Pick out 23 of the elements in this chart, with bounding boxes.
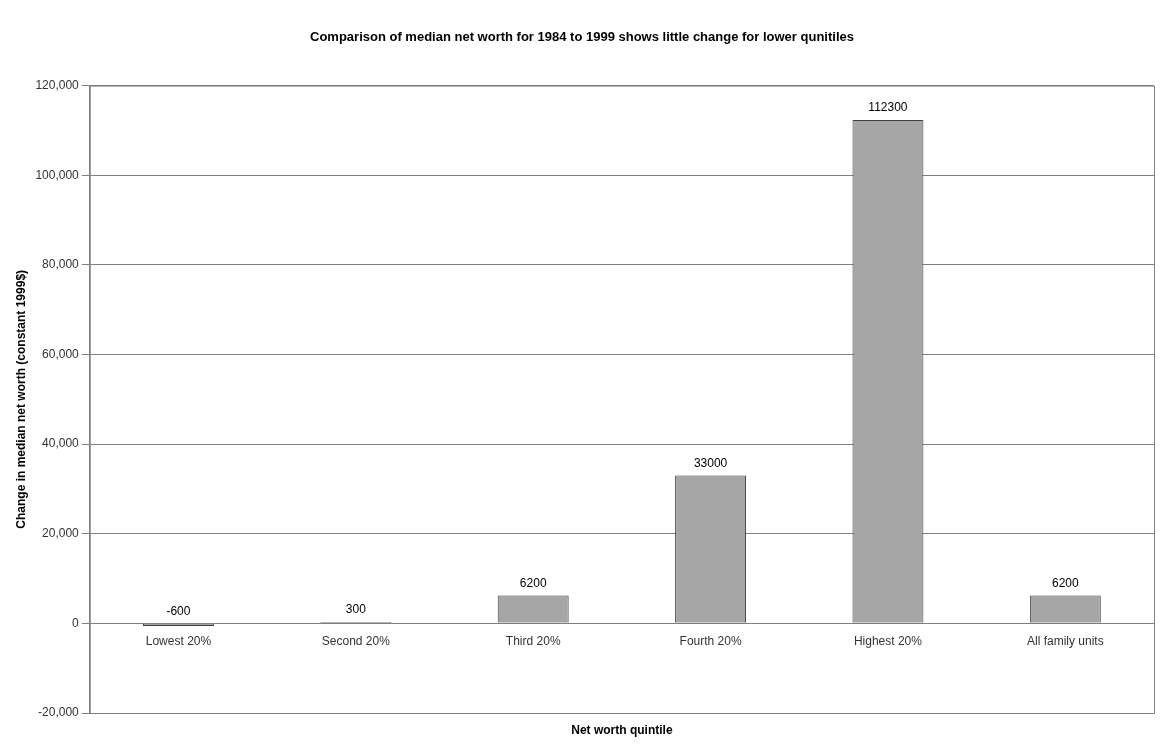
y-tick-label: 40,000 xyxy=(42,436,80,451)
data-label: 33000 xyxy=(693,455,728,470)
x-tick-label: Third 20% xyxy=(505,633,561,648)
y-axis-title: Change in median net worth (constant 1999$) xyxy=(13,269,28,529)
x-tick-label: Fourth 20% xyxy=(679,633,742,648)
y-tick-label: 0 xyxy=(72,615,80,630)
y-tick-label: -20,000 xyxy=(38,705,80,720)
x-tick-label: Lowest 20% xyxy=(145,633,212,648)
x-tick-label: Highest 20% xyxy=(853,633,923,648)
y-tick-label: 80,000 xyxy=(42,257,80,272)
data-label: -600 xyxy=(166,603,191,618)
y-tick-label: 20,000 xyxy=(42,526,80,541)
data-label: 300 xyxy=(345,602,367,617)
x-tick-label: Second 20% xyxy=(321,633,391,648)
x-tick-label: All family units xyxy=(1026,633,1104,648)
y-tick-label: 60,000 xyxy=(42,346,80,361)
chart-title: Comparison of median net worth for 1984 to 1999 shows little change for lower qunitiles xyxy=(310,29,854,45)
y-tick-label: 120,000 xyxy=(35,77,80,92)
data-label: 112300 xyxy=(868,100,908,115)
data-label: 6200 xyxy=(519,575,547,590)
data-label: 6200 xyxy=(1051,575,1079,590)
x-axis-title: Net worth quintile xyxy=(571,723,673,738)
y-tick-label: 100,000 xyxy=(35,167,80,182)
